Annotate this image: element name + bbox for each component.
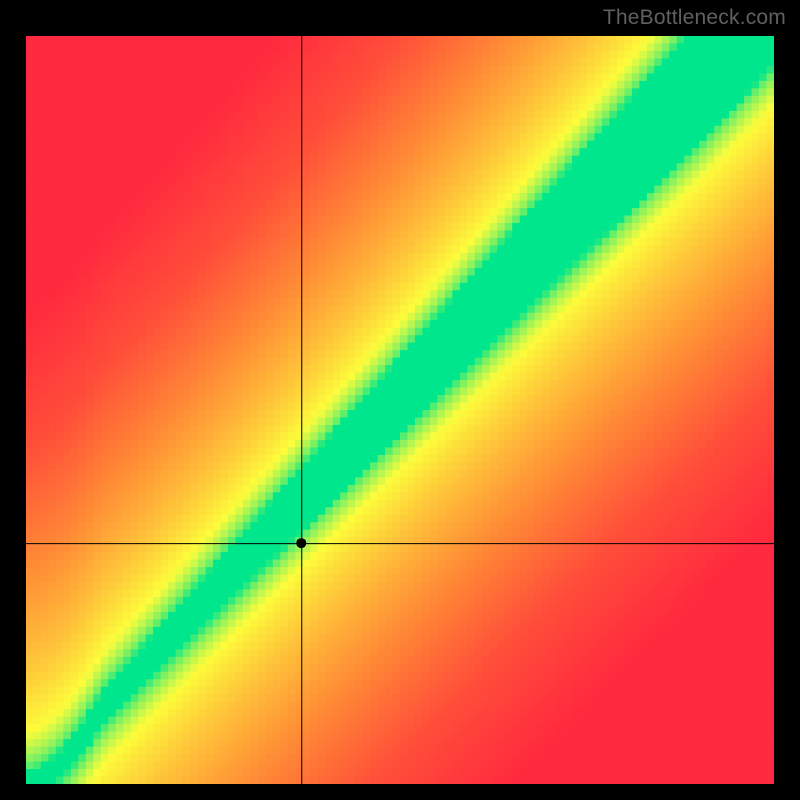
heatmap-canvas xyxy=(26,36,774,784)
bottleneck-heatmap xyxy=(26,36,774,784)
watermark-text: TheBottleneck.com xyxy=(603,6,786,30)
